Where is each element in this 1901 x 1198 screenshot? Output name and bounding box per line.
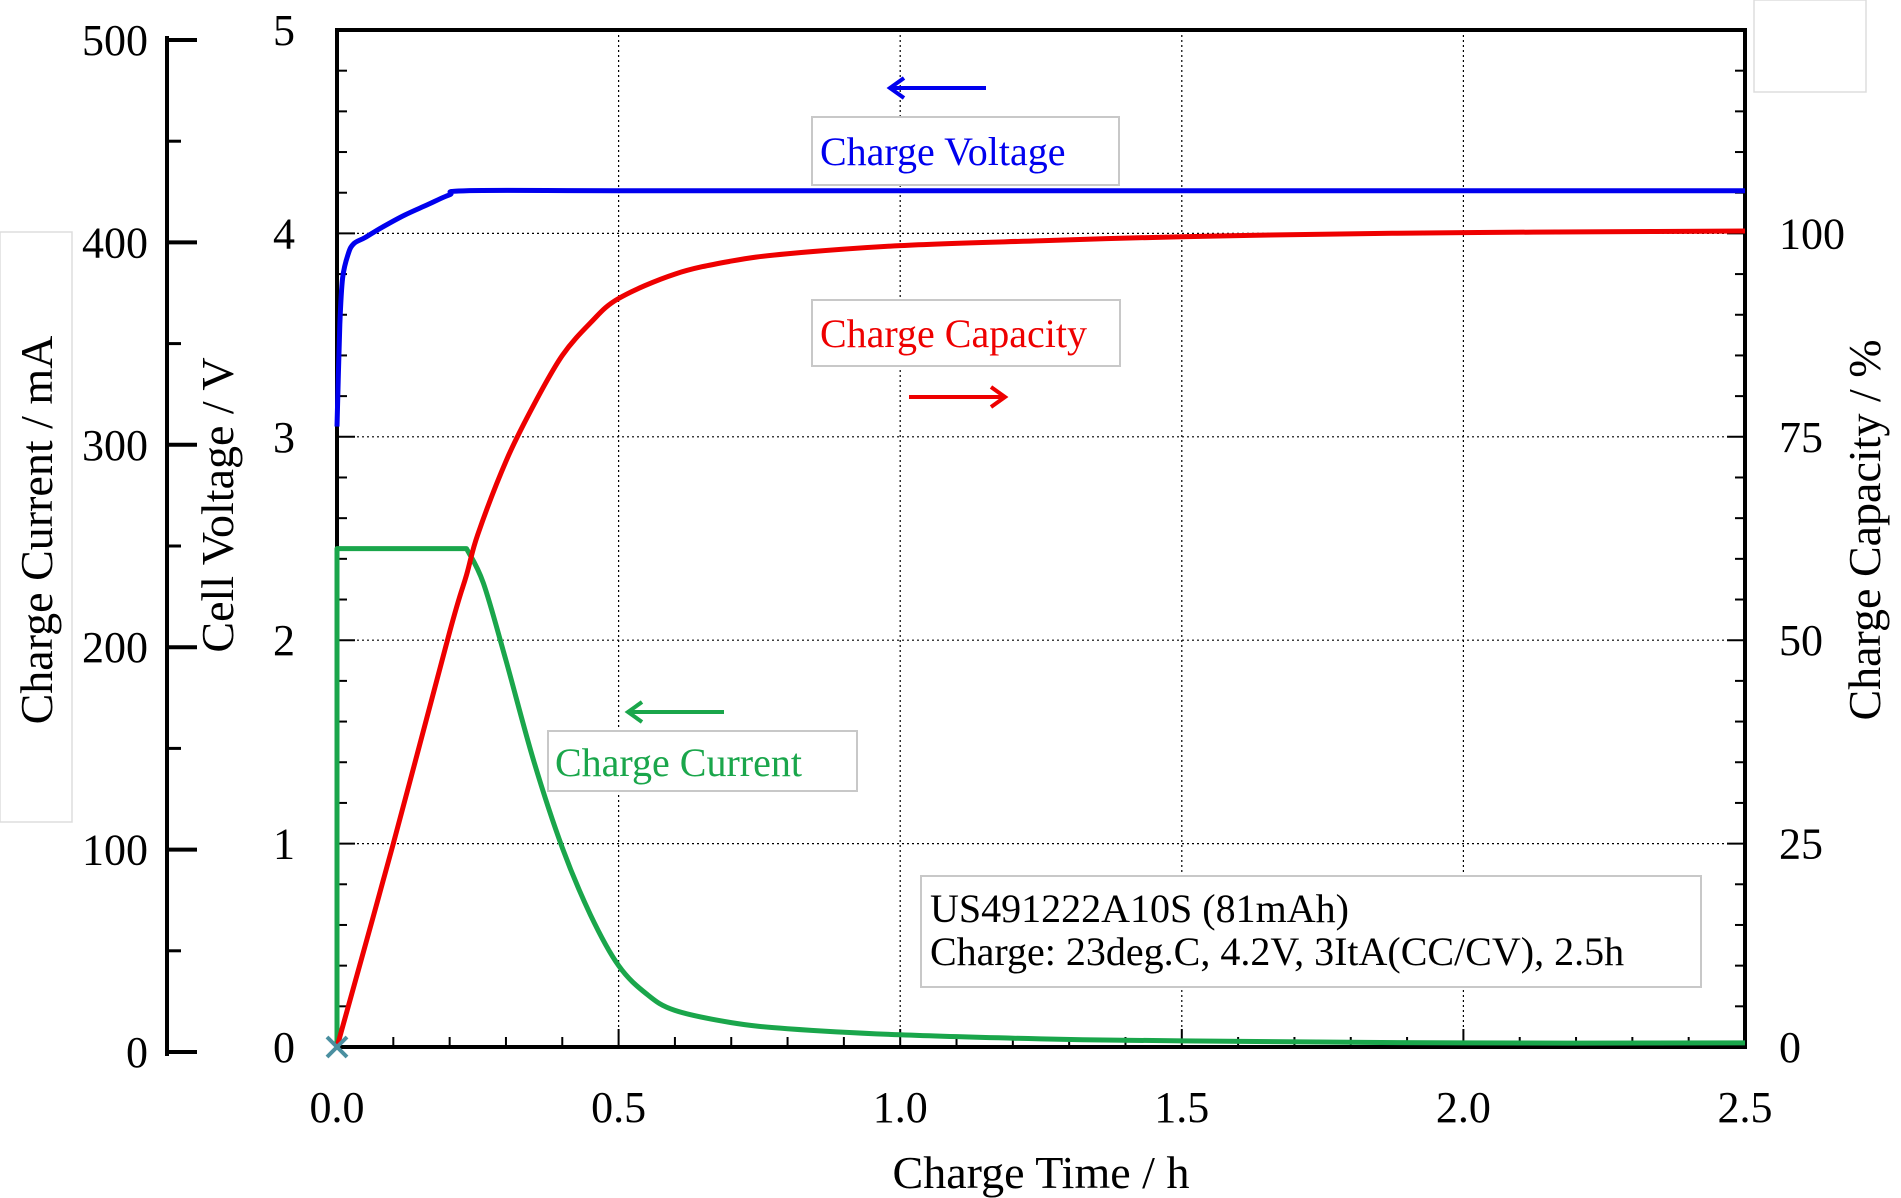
voltage-tick-label: 2	[273, 616, 295, 665]
current-axis	[165, 36, 197, 1056]
current-axis-title: Charge Current / mA	[11, 336, 62, 725]
voltage-tick-label: 3	[273, 413, 295, 462]
origin-x-stroke	[325, 1035, 349, 1059]
cell-info-box-frame	[920, 875, 1702, 988]
current-arrow-head	[624, 700, 644, 724]
capacity-tick-label: 50	[1779, 616, 1823, 665]
annotation-charge-capacity: Charge Capacity	[811, 299, 1121, 409]
current-tick-label: 300	[82, 421, 148, 470]
origin-x-marker	[325, 1035, 349, 1059]
top-right-blank-panel	[1753, 0, 1867, 93]
current-tick-label: 200	[82, 623, 148, 672]
capacity-tick-label: 25	[1779, 820, 1823, 869]
annotation-charge-voltage-label: Charge Voltage	[820, 129, 1066, 174]
cell-info-conditions: Charge: 23deg.C, 4.2V, 3ItA(CC/CV), 2.5h	[930, 929, 1624, 974]
x-axis-title: Charge Time / h	[893, 1147, 1190, 1198]
series-line-charge-current	[334, 546, 1746, 1047]
x-tick-label: 2.5	[1718, 1083, 1773, 1132]
capacity-tick-label: 75	[1779, 413, 1823, 462]
capacity-tick-label: 100	[1779, 209, 1845, 258]
x-tick-label: 2.0	[1436, 1083, 1491, 1132]
current-tick-label: 500	[82, 16, 148, 65]
current-tick-label: 0	[126, 1028, 148, 1077]
capacity-axis-title: Charge Capacity / %	[1839, 339, 1890, 720]
annotation-charge-capacity-label: Charge Capacity	[820, 311, 1087, 356]
x-tick-label: 1.5	[1154, 1083, 1209, 1132]
voltage-axis-title: Cell Voltage / V	[192, 357, 243, 652]
annotation-charge-current-box	[547, 730, 858, 792]
x-tick-label: 1.0	[873, 1083, 928, 1132]
voltage-tick-label: 1	[273, 820, 295, 869]
annotation-charge-voltage-box	[811, 116, 1120, 186]
voltage-tick-label: 5	[273, 6, 295, 55]
voltage-arrow-head	[886, 76, 906, 100]
annotation-charge-current-label: Charge Current	[555, 740, 802, 785]
series-line-charge-voltage	[334, 187, 1745, 427]
series-line-charge-capacity	[334, 228, 1746, 1048]
left-blank-panel	[0, 231, 73, 823]
annotation-charge-capacity-box	[811, 299, 1121, 367]
plot-frame	[335, 28, 1747, 1049]
voltage-tick-label: 0	[273, 1023, 295, 1072]
cell-info-box: US491222A10S (81mAh) Charge: 23deg.C, 4.…	[920, 875, 1702, 988]
annotation-charge-voltage: Charge Voltage	[811, 76, 1120, 186]
x-tick-label: 0.5	[591, 1083, 646, 1132]
capacity-arrow-head	[989, 385, 1009, 409]
annotation-charge-current: Charge Current	[547, 700, 858, 792]
voltage-tick-label: 4	[273, 209, 295, 258]
cell-info-model: US491222A10S (81mAh)	[930, 886, 1349, 931]
capacity-tick-label: 0	[1779, 1023, 1801, 1072]
x-tick-label: 0.0	[310, 1083, 365, 1132]
current-tick-label: 400	[82, 218, 148, 267]
current-tick-label: 100	[82, 826, 148, 875]
